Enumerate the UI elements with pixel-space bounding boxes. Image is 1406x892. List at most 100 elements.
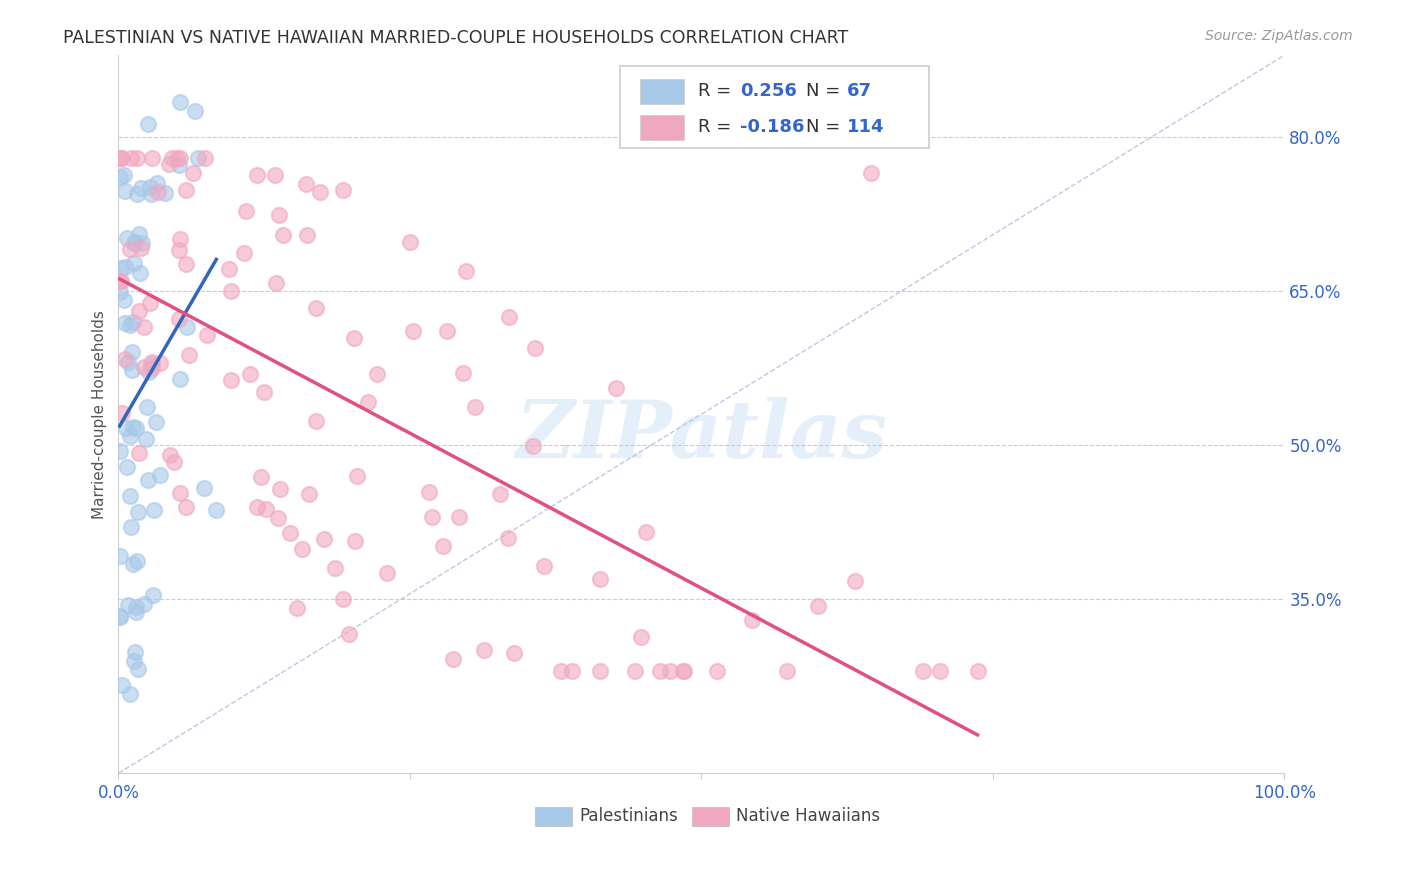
Point: [114, 351, 136, 366]
Point: [115, 421, 138, 435]
Point: [176, 320, 198, 334]
Point: [267, 208, 290, 222]
Point: [124, 235, 146, 249]
FancyBboxPatch shape: [692, 807, 730, 826]
Point: [252, 385, 274, 400]
Point: [304, 301, 326, 315]
Text: Palestinians: Palestinians: [579, 807, 678, 825]
Point: [498, 310, 520, 324]
Point: [162, 455, 184, 469]
FancyBboxPatch shape: [640, 115, 683, 140]
Point: [503, 646, 526, 660]
Point: [218, 261, 240, 276]
Point: [159, 448, 181, 462]
Point: [110, 285, 132, 299]
Point: [673, 664, 696, 678]
Point: [121, 363, 143, 377]
Point: [859, 166, 882, 180]
Point: [332, 183, 354, 197]
Point: [672, 664, 695, 678]
Point: [187, 151, 209, 165]
Point: [254, 502, 277, 516]
Point: [418, 485, 440, 500]
Y-axis label: Married-couple Households: Married-couple Households: [93, 310, 107, 518]
Point: [146, 185, 169, 199]
Point: [285, 600, 308, 615]
FancyBboxPatch shape: [640, 79, 683, 103]
Text: 67: 67: [848, 82, 872, 100]
Point: [174, 183, 197, 197]
Point: [145, 415, 167, 429]
Point: [911, 664, 934, 678]
Point: [121, 315, 143, 329]
Point: [166, 151, 188, 165]
Point: [357, 395, 380, 409]
Point: [120, 520, 142, 534]
Point: [122, 235, 145, 250]
Point: [129, 241, 152, 255]
Text: Native Hawaiians: Native Hawaiians: [737, 807, 880, 825]
Point: [269, 482, 291, 496]
Point: [108, 151, 131, 165]
Point: [149, 356, 172, 370]
Point: [112, 168, 135, 182]
Point: [127, 505, 149, 519]
Point: [117, 354, 139, 368]
Point: [131, 235, 153, 250]
Point: [291, 541, 314, 556]
Point: [142, 588, 165, 602]
Point: [110, 151, 132, 165]
Text: PALESTINIAN VS NATIVE HAWAIIAN MARRIED-COUPLE HOUSEHOLDS CORRELATION CHART: PALESTINIAN VS NATIVE HAWAIIAN MARRIED-C…: [63, 29, 848, 46]
Point: [120, 429, 142, 443]
Point: [205, 502, 228, 516]
Point: [125, 599, 148, 614]
Point: [197, 327, 219, 342]
Point: [114, 316, 136, 330]
Point: [332, 592, 354, 607]
Point: [366, 368, 388, 382]
Point: [524, 341, 547, 355]
Point: [308, 186, 330, 200]
Point: [108, 608, 131, 623]
Point: [233, 246, 256, 260]
Point: [167, 312, 190, 326]
Point: [219, 284, 242, 298]
Point: [174, 500, 197, 515]
Point: [120, 151, 142, 165]
Point: [966, 664, 988, 678]
Point: [550, 664, 572, 678]
Point: [110, 275, 132, 289]
Point: [111, 678, 134, 692]
Point: [112, 293, 135, 308]
Point: [115, 460, 138, 475]
Point: [122, 419, 145, 434]
Point: [132, 360, 155, 375]
Point: [183, 165, 205, 179]
Point: [122, 654, 145, 668]
Point: [194, 151, 217, 165]
Point: [118, 687, 141, 701]
Point: [139, 180, 162, 194]
Point: [110, 169, 132, 184]
Point: [464, 400, 486, 414]
Point: [169, 486, 191, 500]
Point: [108, 610, 131, 624]
Point: [127, 186, 149, 201]
Point: [295, 177, 318, 191]
Text: Source: ZipAtlas.com: Source: ZipAtlas.com: [1205, 29, 1353, 43]
Point: [278, 526, 301, 541]
Point: [174, 257, 197, 271]
Point: [129, 266, 152, 280]
Text: 114: 114: [848, 118, 884, 136]
Point: [128, 304, 150, 318]
Point: [169, 151, 191, 165]
Point: [169, 95, 191, 109]
Text: -0.186: -0.186: [740, 118, 804, 136]
Point: [588, 664, 610, 678]
Point: [741, 613, 763, 627]
Point: [561, 664, 583, 678]
Point: [114, 260, 136, 275]
Point: [169, 371, 191, 385]
Point: [139, 357, 162, 371]
Text: 0.256: 0.256: [740, 82, 797, 100]
